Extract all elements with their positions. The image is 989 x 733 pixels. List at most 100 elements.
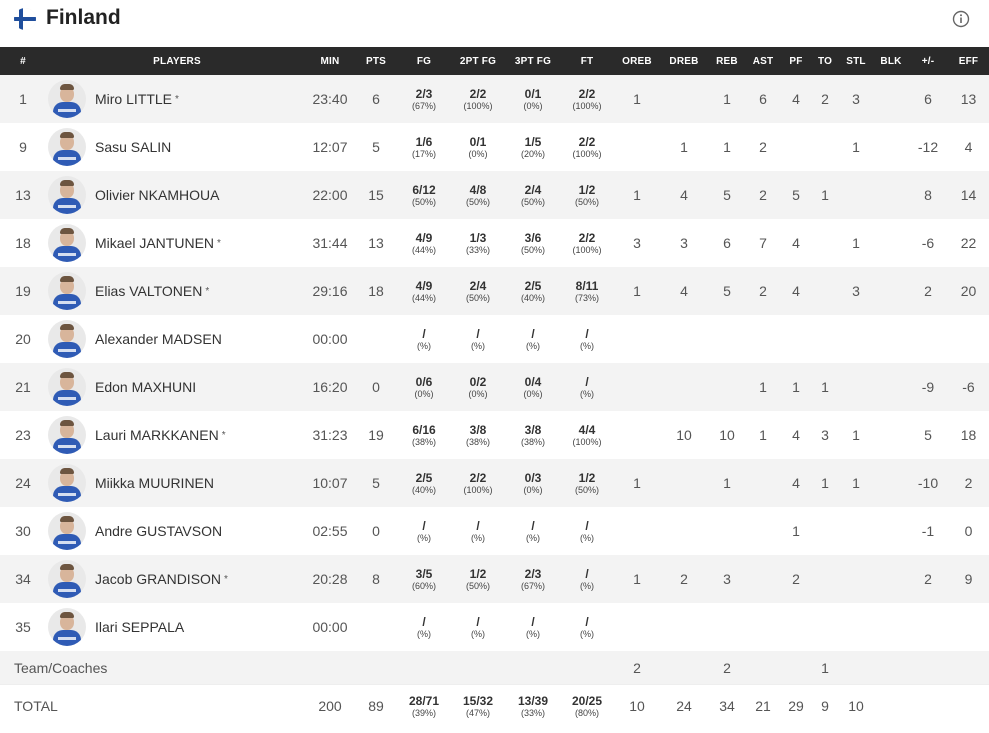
player-name[interactable]: Ilari SEPPALA bbox=[95, 619, 185, 635]
player-number: 9 bbox=[0, 123, 46, 171]
player-ft-made: 2/2 bbox=[578, 134, 596, 149]
player-pts: 13 bbox=[352, 219, 400, 267]
player-plus-minus: 2 bbox=[910, 267, 946, 315]
box-score-table: # PLAYERS MIN PTS FG 2PT FG 3PT FG FT OR… bbox=[0, 47, 989, 727]
col-header-blk: BLK bbox=[872, 47, 910, 75]
player-blk bbox=[872, 459, 910, 507]
player-3pt-fg: 0/4 (0%) bbox=[508, 363, 558, 411]
player-dreb bbox=[658, 363, 710, 411]
player-min: 31:44 bbox=[308, 219, 352, 267]
col-header-ast: AST bbox=[744, 47, 782, 75]
table-row: 20 Alexander MADSEN 00:00/(%) / (%) / (%) / (%) bbox=[0, 315, 989, 363]
total-3pt-fg: 13/39 (33%) bbox=[508, 684, 558, 727]
player-to: 1 bbox=[810, 171, 840, 219]
player-reb: 1 bbox=[710, 75, 744, 123]
player-name[interactable]: Alexander MADSEN bbox=[95, 331, 222, 347]
player-name[interactable]: Edon MAXHUNI bbox=[95, 379, 197, 395]
player-pts bbox=[352, 315, 400, 363]
player-stl: 3 bbox=[840, 267, 872, 315]
player-oreb: 1 bbox=[616, 267, 658, 315]
player-oreb: 1 bbox=[616, 555, 658, 603]
player-2pt-fg: / (%) bbox=[448, 315, 508, 363]
player-name[interactable]: Jacob GRANDISON bbox=[95, 571, 222, 587]
player-avatar-icon[interactable] bbox=[48, 560, 86, 598]
player-to bbox=[810, 507, 840, 555]
player-blk bbox=[872, 315, 910, 363]
player-3pt-fg: / (%) bbox=[508, 603, 558, 651]
player-ast: 2 bbox=[744, 171, 782, 219]
player-dreb bbox=[658, 75, 710, 123]
player-cell: Jacob GRANDISON * bbox=[46, 555, 308, 603]
player-avatar-icon[interactable] bbox=[48, 320, 86, 358]
player-ft-made: 2/2 bbox=[578, 230, 596, 245]
player-name[interactable]: Andre GUSTAVSON bbox=[95, 523, 223, 539]
player-avatar-icon[interactable] bbox=[48, 176, 86, 214]
player-stl bbox=[840, 171, 872, 219]
player-cell: Edon MAXHUNI bbox=[46, 363, 308, 411]
player-plus-minus: 6 bbox=[910, 75, 946, 123]
player-ft-made: / bbox=[585, 326, 589, 341]
player-name[interactable]: Olivier NKAMHOUA bbox=[95, 187, 220, 203]
player-stl bbox=[840, 603, 872, 651]
total-pts: 89 bbox=[352, 684, 400, 727]
player-3pt-fg: 2/5 (40%) bbox=[508, 267, 558, 315]
player-eff: 14 bbox=[946, 171, 989, 219]
player-avatar-icon[interactable] bbox=[48, 224, 86, 262]
player-avatar-icon[interactable] bbox=[48, 272, 86, 310]
player-blk bbox=[872, 555, 910, 603]
player-ft: / (%) bbox=[558, 507, 616, 555]
player-pts: 6 bbox=[352, 75, 400, 123]
player-min: 20:28 bbox=[308, 555, 352, 603]
player-3pt-fg: 0/1 (0%) bbox=[508, 75, 558, 123]
total-reb: 34 bbox=[710, 684, 744, 727]
info-icon[interactable] bbox=[952, 10, 970, 28]
player-stl: 1 bbox=[840, 123, 872, 171]
player-avatar-icon[interactable] bbox=[48, 416, 86, 454]
player-to bbox=[810, 603, 840, 651]
player-fg-pct: (44%) bbox=[411, 244, 436, 255]
player-eff: 0 bbox=[946, 507, 989, 555]
player-3pt-fg-pct: (%) bbox=[526, 532, 540, 543]
player-avatar-icon[interactable] bbox=[48, 608, 86, 646]
total-label: TOTAL bbox=[0, 684, 308, 727]
player-name[interactable]: Lauri MARKKANEN bbox=[95, 427, 219, 443]
player-stl: 1 bbox=[840, 219, 872, 267]
player-ast bbox=[744, 507, 782, 555]
player-min: 22:00 bbox=[308, 171, 352, 219]
player-3pt-fg-pct: (67%) bbox=[520, 580, 545, 591]
player-avatar-icon[interactable] bbox=[48, 128, 86, 166]
player-pts: 5 bbox=[352, 123, 400, 171]
player-avatar-icon[interactable] bbox=[48, 80, 86, 118]
player-pf: 4 bbox=[782, 75, 810, 123]
col-header-3pt-fg: 3PT FG bbox=[508, 47, 558, 75]
player-plus-minus bbox=[910, 603, 946, 651]
player-fg-made: 4/9 bbox=[415, 278, 433, 293]
player-name[interactable]: Miro LITTLE bbox=[95, 91, 173, 107]
total-dreb: 24 bbox=[658, 684, 710, 727]
player-name[interactable]: Mikael JANTUNEN bbox=[95, 235, 215, 251]
player-2pt-fg-made: 3/8 bbox=[469, 422, 487, 437]
table-row: 21 Edon MAXHUNI 16:20 0 0/6 (0%) 0/2 (0%) 0/4 (0%… bbox=[0, 363, 989, 411]
player-3pt-fg-pct: (40%) bbox=[520, 292, 545, 303]
starter-marker: * bbox=[224, 573, 228, 585]
player-fg-made: 1/6 bbox=[415, 134, 433, 149]
player-2pt-fg-pct: (50%) bbox=[465, 580, 490, 591]
player-avatar-icon[interactable] bbox=[48, 368, 86, 406]
player-dreb: 1 bbox=[658, 123, 710, 171]
col-header-dreb: DREB bbox=[658, 47, 710, 75]
player-eff: -6 bbox=[946, 363, 989, 411]
player-2pt-fg-pct: (33%) bbox=[465, 244, 490, 255]
player-cell: Miikka MUURINEN bbox=[46, 459, 308, 507]
player-name[interactable]: Miikka MUURINEN bbox=[95, 475, 214, 491]
player-2pt-fg-made: 1/3 bbox=[469, 230, 487, 245]
player-ft-pct: (50%) bbox=[574, 484, 599, 495]
player-name[interactable]: Elias VALTONEN bbox=[95, 283, 203, 299]
player-plus-minus: -12 bbox=[910, 123, 946, 171]
player-name[interactable]: Sasu SALIN bbox=[95, 139, 172, 155]
player-avatar-icon[interactable] bbox=[48, 512, 86, 550]
player-stl: 3 bbox=[840, 75, 872, 123]
player-plus-minus: -6 bbox=[910, 219, 946, 267]
player-avatar-icon[interactable] bbox=[48, 464, 86, 502]
player-fg-made: 4/9 bbox=[415, 230, 433, 245]
player-blk bbox=[872, 75, 910, 123]
